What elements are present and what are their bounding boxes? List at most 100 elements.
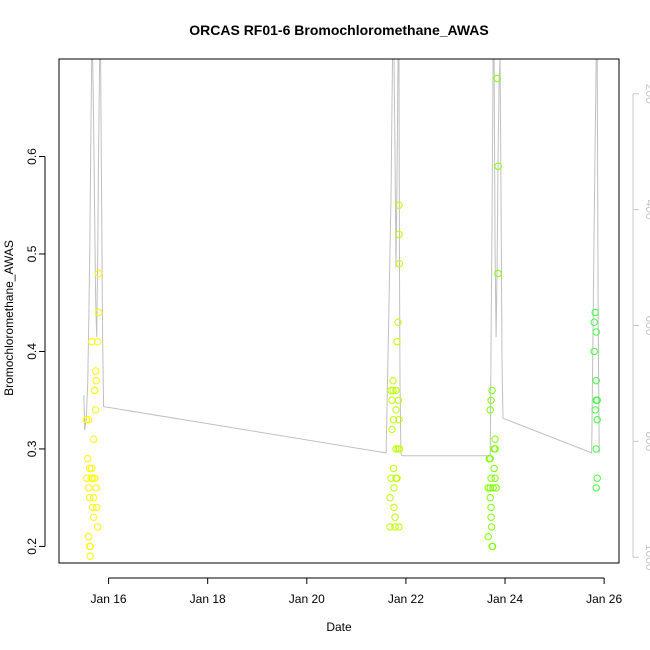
data-point bbox=[85, 533, 93, 541]
data-point bbox=[94, 338, 102, 346]
data-point bbox=[492, 484, 500, 492]
data-point bbox=[85, 416, 93, 424]
x-tick-label: Jan 18 bbox=[190, 592, 226, 606]
data-point bbox=[395, 523, 403, 531]
data-point bbox=[395, 445, 404, 453]
data-point bbox=[393, 338, 401, 346]
data-point bbox=[590, 347, 598, 356]
y2-tick-label: 600 bbox=[643, 315, 650, 335]
data-point bbox=[487, 503, 495, 512]
data-point bbox=[90, 513, 98, 521]
data-point bbox=[84, 455, 92, 463]
data-point bbox=[392, 386, 400, 395]
data-point bbox=[486, 494, 494, 502]
data-point bbox=[390, 503, 398, 512]
x-tick-label: Jan 16 bbox=[91, 592, 127, 606]
data-point bbox=[488, 386, 496, 395]
data-point bbox=[389, 386, 397, 395]
data-point bbox=[94, 269, 103, 278]
data-point bbox=[489, 484, 497, 492]
data-point bbox=[388, 425, 396, 434]
data-point bbox=[94, 308, 103, 317]
y-tick-label: 0.2 bbox=[25, 538, 39, 555]
data-point bbox=[91, 474, 99, 482]
data-point bbox=[486, 406, 494, 414]
profile-line-layer bbox=[83, 58, 600, 457]
data-point bbox=[85, 484, 93, 492]
y-axis: 0.2 0.3 0.4 0.5 0.6 bbox=[25, 148, 46, 555]
data-point bbox=[90, 435, 98, 443]
data-point bbox=[593, 396, 601, 404]
plot-frame bbox=[58, 58, 620, 564]
data-point bbox=[491, 445, 499, 453]
data-point bbox=[395, 260, 404, 268]
data-point bbox=[395, 230, 403, 239]
data-point bbox=[92, 367, 100, 375]
points-layer bbox=[82, 74, 601, 560]
data-point bbox=[484, 533, 492, 541]
data-point bbox=[83, 474, 91, 482]
data-point bbox=[391, 523, 399, 531]
data-point bbox=[395, 201, 403, 209]
profile-line bbox=[83, 58, 600, 457]
x-axis-label: Date bbox=[326, 620, 352, 634]
data-point bbox=[487, 523, 496, 531]
data-point bbox=[88, 464, 96, 473]
data-point bbox=[494, 162, 502, 170]
data-point bbox=[487, 513, 495, 521]
y2-tick-label: 400 bbox=[643, 200, 650, 220]
data-point bbox=[590, 318, 598, 326]
x-tick-label: Jan 22 bbox=[388, 592, 424, 606]
data-point bbox=[390, 484, 398, 492]
y2-tick-label: 1000 bbox=[643, 544, 650, 571]
data-point bbox=[592, 484, 600, 492]
data-point bbox=[86, 552, 94, 560]
data-point bbox=[591, 308, 599, 317]
y2-tick-label: 800 bbox=[643, 431, 650, 451]
data-point bbox=[90, 494, 98, 502]
data-point bbox=[494, 269, 502, 278]
data-point bbox=[82, 416, 91, 424]
data-point bbox=[391, 513, 399, 521]
data-point bbox=[490, 464, 498, 473]
data-point bbox=[86, 494, 94, 502]
data-point bbox=[89, 474, 97, 482]
data-point bbox=[488, 542, 497, 551]
data-point bbox=[93, 503, 101, 512]
y-tick-label: 0.6 bbox=[25, 148, 39, 165]
secondary-y-axis: 200 400 600 800 1000 bbox=[632, 84, 650, 571]
data-point bbox=[386, 494, 394, 502]
data-point bbox=[389, 377, 397, 385]
data-point bbox=[491, 474, 499, 482]
y-tick-label: 0.3 bbox=[25, 440, 39, 457]
chart-title: ORCAS RF01-6 Bromochloromethane_AWAS bbox=[189, 22, 489, 38]
data-point bbox=[394, 396, 403, 404]
data-point bbox=[592, 328, 600, 336]
data-point bbox=[493, 74, 501, 83]
data-point bbox=[487, 396, 495, 404]
data-point bbox=[386, 523, 394, 531]
data-point bbox=[86, 464, 94, 473]
data-point bbox=[394, 318, 402, 326]
data-point bbox=[92, 377, 100, 385]
data-point bbox=[387, 386, 395, 395]
y-tick-label: 0.4 bbox=[25, 343, 39, 360]
x-tick-label: Jan 24 bbox=[487, 592, 523, 606]
data-point bbox=[92, 484, 100, 492]
data-point bbox=[92, 406, 100, 414]
x-axis: Jan 16 Jan 18 Jan 20 Jan 22 Jan 24 Jan 26 bbox=[91, 577, 622, 606]
data-point bbox=[389, 416, 398, 424]
data-point bbox=[593, 474, 601, 482]
data-point bbox=[486, 455, 494, 463]
data-point bbox=[591, 406, 599, 414]
data-point bbox=[484, 484, 492, 492]
data-point bbox=[89, 503, 97, 512]
data-point bbox=[94, 523, 102, 531]
y-axis-label: Bromochloromethane_AWAS bbox=[2, 240, 16, 396]
data-point bbox=[593, 416, 601, 424]
data-point bbox=[395, 416, 403, 424]
x-tick-label: Jan 26 bbox=[586, 592, 622, 606]
data-point bbox=[592, 377, 600, 385]
